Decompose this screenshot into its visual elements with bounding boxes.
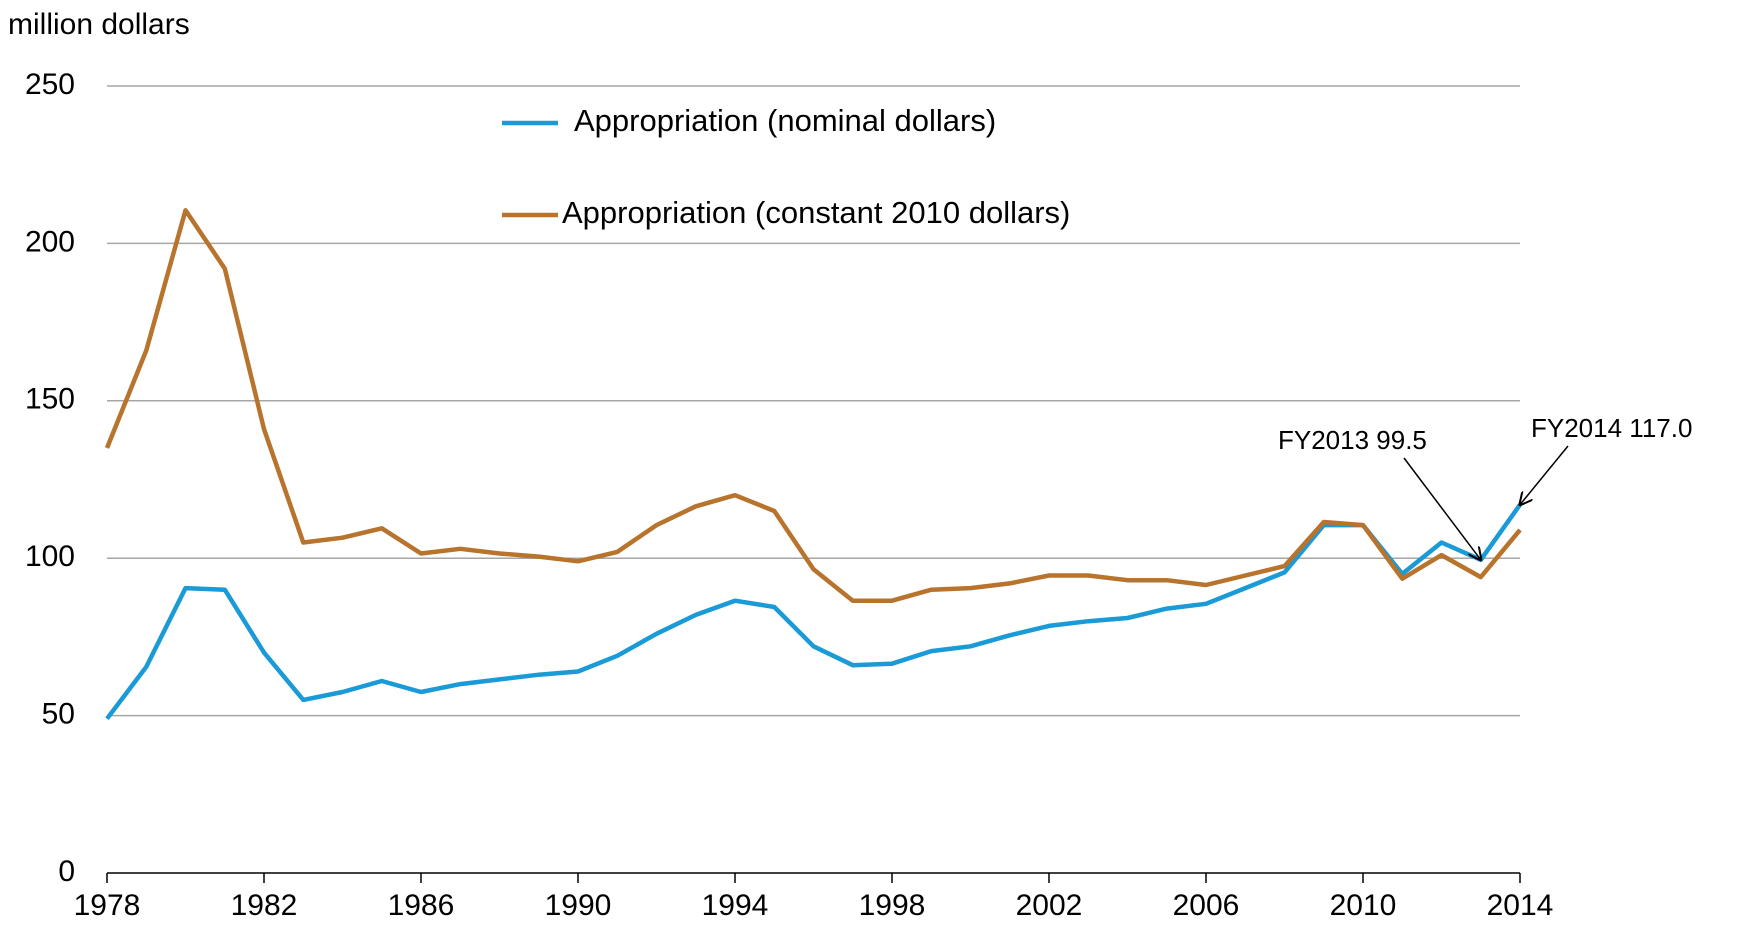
y-axis-label: million dollars [8, 8, 190, 41]
y-tick-label: 50 [42, 698, 75, 731]
annotation-arrow [1520, 445, 1569, 505]
x-tick-label: 1990 [545, 889, 612, 922]
x-tick-label: 1986 [388, 889, 455, 922]
legend-label: Appropriation (nominal dollars) [574, 103, 996, 138]
annotation-arrow [1403, 457, 1481, 560]
series-line [105, 503, 1522, 721]
y-tick-label: 150 [25, 383, 75, 416]
x-tick-label: 2010 [1330, 889, 1397, 922]
y-tick-label: 100 [25, 540, 75, 573]
x-tick-label: 2014 [1487, 889, 1554, 922]
annotation: FY2014 117.0 [1531, 413, 1692, 443]
x-tick-label: 1982 [231, 889, 298, 922]
x-tick-label: 1998 [859, 889, 926, 922]
y-tick-label: 0 [58, 855, 75, 888]
x-tick-label: 1994 [702, 889, 769, 922]
x-tick-label: 2006 [1173, 889, 1240, 922]
x-tick-label: 2002 [1016, 889, 1083, 922]
legend-label: Appropriation (constant 2010 dollars) [562, 195, 1070, 230]
y-tick-label: 200 [25, 225, 75, 258]
x-tick-label: 1978 [74, 889, 141, 922]
series-line [104, 208, 1522, 603]
y-tick-label: 250 [25, 68, 75, 101]
annotation: FY2013 99.5 [1278, 425, 1427, 455]
